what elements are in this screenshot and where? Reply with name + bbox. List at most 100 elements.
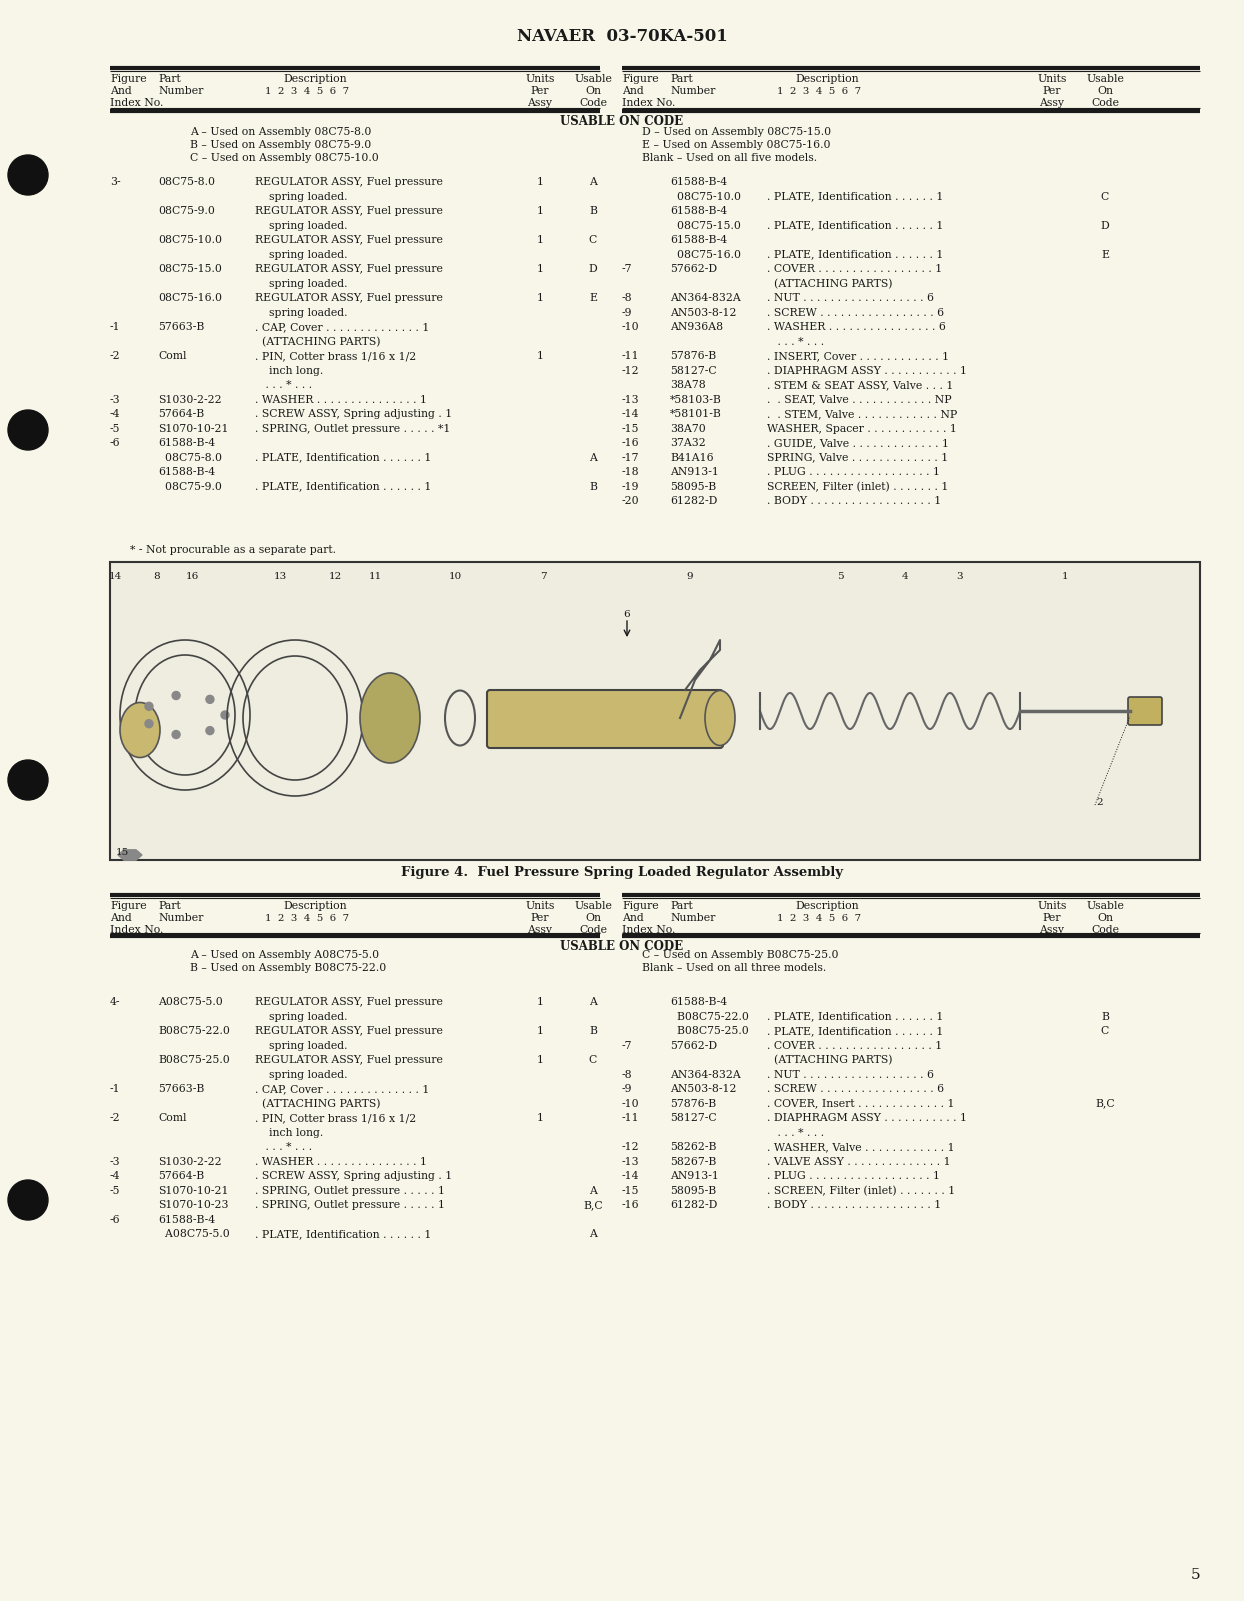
FancyBboxPatch shape: [486, 690, 723, 748]
Text: 1: 1: [536, 351, 544, 360]
Text: -10: -10: [622, 1098, 639, 1108]
Text: 6: 6: [623, 610, 631, 620]
Text: 08C75-15.0: 08C75-15.0: [158, 264, 221, 274]
Text: 61588-B-4: 61588-B-4: [671, 235, 728, 245]
Text: 08C75-8.0: 08C75-8.0: [158, 178, 215, 187]
Text: .  . SEAT, Valve . . . . . . . . . . . . NP: . . SEAT, Valve . . . . . . . . . . . . …: [768, 394, 952, 405]
Text: Figure 4.  Fuel Pressure Spring Loaded Regulator Assembly: Figure 4. Fuel Pressure Spring Loaded Re…: [401, 866, 843, 879]
Text: REGULATOR ASSY, Fuel pressure: REGULATOR ASSY, Fuel pressure: [255, 178, 443, 187]
Text: . SCREEN, Filter (inlet) . . . . . . . 1: . SCREEN, Filter (inlet) . . . . . . . 1: [768, 1185, 955, 1196]
Text: C: C: [1101, 1026, 1110, 1036]
Text: spring loaded.: spring loaded.: [255, 279, 347, 288]
Text: 1: 1: [536, 178, 544, 187]
Text: . PLATE, Identification . . . . . . 1: . PLATE, Identification . . . . . . 1: [768, 250, 943, 259]
Text: . COVER . . . . . . . . . . . . . . . . . 1: . COVER . . . . . . . . . . . . . . . . …: [768, 1041, 942, 1050]
Text: 57663-B: 57663-B: [158, 322, 204, 331]
Text: E – Used on Assembly 08C75-16.0: E – Used on Assembly 08C75-16.0: [642, 139, 831, 150]
Text: REGULATOR ASSY, Fuel pressure: REGULATOR ASSY, Fuel pressure: [255, 264, 443, 274]
Text: A – Used on Assembly A08C75-5.0: A – Used on Assembly A08C75-5.0: [190, 949, 379, 961]
Text: . WASHER . . . . . . . . . . . . . . . . 6: . WASHER . . . . . . . . . . . . . . . .…: [768, 322, 945, 331]
Text: -12: -12: [622, 365, 639, 376]
Text: 13: 13: [274, 572, 286, 581]
Text: . WASHER . . . . . . . . . . . . . . . 1: . WASHER . . . . . . . . . . . . . . . 1: [255, 1156, 427, 1167]
Bar: [109, 562, 1200, 860]
Text: . DIAPHRAGM ASSY . . . . . . . . . . . 1: . DIAPHRAGM ASSY . . . . . . . . . . . 1: [768, 365, 967, 376]
Text: B: B: [590, 482, 597, 492]
Text: 61588-B-4: 61588-B-4: [158, 1215, 215, 1225]
Text: 3-: 3-: [109, 178, 121, 187]
Text: A: A: [590, 997, 597, 1007]
Text: *58103-B: *58103-B: [671, 394, 722, 405]
Text: 7: 7: [540, 572, 546, 581]
Text: USABLE ON CODE: USABLE ON CODE: [561, 940, 683, 953]
Text: inch long.: inch long.: [255, 365, 323, 376]
Text: -14: -14: [622, 1170, 639, 1182]
Text: REGULATOR ASSY, Fuel pressure: REGULATOR ASSY, Fuel pressure: [255, 235, 443, 245]
Circle shape: [7, 760, 49, 800]
Text: (ATTACHING PARTS): (ATTACHING PARTS): [255, 1098, 381, 1109]
Text: Description: Description: [795, 74, 858, 83]
Text: . SCREW ASSY, Spring adjusting . 1: . SCREW ASSY, Spring adjusting . 1: [255, 408, 453, 419]
Text: SPRING, Valve . . . . . . . . . . . . . 1: SPRING, Valve . . . . . . . . . . . . . …: [768, 453, 948, 463]
Text: 1: 1: [536, 1113, 544, 1122]
Text: AN364-832A: AN364-832A: [671, 1069, 740, 1079]
Text: . SPRING, Outlet pressure . . . . . 1: . SPRING, Outlet pressure . . . . . 1: [255, 1201, 445, 1210]
Text: . CAP, Cover . . . . . . . . . . . . . . 1: . CAP, Cover . . . . . . . . . . . . . .…: [255, 1084, 429, 1093]
Text: . PLATE, Identification . . . . . . 1: . PLATE, Identification . . . . . . 1: [768, 192, 943, 202]
Text: Usable
On
Code: Usable On Code: [1086, 901, 1123, 935]
Text: -7: -7: [622, 1041, 632, 1050]
Circle shape: [7, 1180, 49, 1220]
Text: Coml: Coml: [158, 351, 187, 360]
Text: 61282-D: 61282-D: [671, 496, 718, 506]
Text: . PLATE, Identification . . . . . . 1: . PLATE, Identification . . . . . . 1: [255, 453, 432, 463]
Text: 38A70: 38A70: [671, 424, 705, 434]
Text: -16: -16: [622, 439, 639, 448]
Text: 5: 5: [837, 572, 843, 581]
Text: 58095-B: 58095-B: [671, 482, 717, 492]
Text: -10: -10: [622, 322, 639, 331]
Text: 15: 15: [116, 849, 128, 857]
Text: . PLATE, Identification . . . . . . 1: . PLATE, Identification . . . . . . 1: [768, 1012, 943, 1021]
Circle shape: [146, 703, 153, 711]
Text: -9: -9: [622, 1084, 632, 1093]
Text: -5: -5: [109, 1185, 121, 1196]
Text: REGULATOR ASSY, Fuel pressure: REGULATOR ASSY, Fuel pressure: [255, 207, 443, 216]
Text: 9: 9: [687, 572, 693, 581]
Text: B: B: [590, 1026, 597, 1036]
Text: -9: -9: [622, 307, 632, 317]
Text: -4: -4: [109, 1170, 121, 1182]
Text: B41A16: B41A16: [671, 453, 714, 463]
Text: S1070-10-21: S1070-10-21: [158, 424, 229, 434]
Text: B08C75-22.0: B08C75-22.0: [158, 1026, 230, 1036]
Text: . INSERT, Cover . . . . . . . . . . . . 1: . INSERT, Cover . . . . . . . . . . . . …: [768, 351, 949, 360]
Text: Figure
And
Index No.: Figure And Index No.: [622, 74, 675, 107]
Polygon shape: [118, 850, 142, 860]
Text: . COVER . . . . . . . . . . . . . . . . . 1: . COVER . . . . . . . . . . . . . . . . …: [768, 264, 942, 274]
Text: 57876-B: 57876-B: [671, 351, 717, 360]
Text: 08C75-16.0: 08C75-16.0: [158, 293, 221, 303]
Ellipse shape: [119, 703, 160, 757]
Text: 1: 1: [536, 264, 544, 274]
Text: C: C: [588, 1055, 597, 1065]
Text: C: C: [1101, 192, 1110, 202]
Text: B,C: B,C: [583, 1201, 603, 1210]
Text: -20: -20: [622, 496, 639, 506]
Text: Usable
On
Code: Usable On Code: [573, 901, 612, 935]
Text: WASHER, Spacer . . . . . . . . . . . . 1: WASHER, Spacer . . . . . . . . . . . . 1: [768, 424, 957, 434]
Text: D: D: [1101, 221, 1110, 231]
Text: Description: Description: [284, 901, 347, 911]
Text: 58127-C: 58127-C: [671, 1113, 717, 1122]
Text: Figure
And
Index No.: Figure And Index No.: [109, 901, 163, 935]
Text: . BODY . . . . . . . . . . . . . . . . . . 1: . BODY . . . . . . . . . . . . . . . . .…: [768, 1201, 942, 1210]
Text: Usable
On
Code: Usable On Code: [1086, 74, 1123, 107]
Text: Units
Per
Assy: Units Per Assy: [525, 901, 555, 935]
Text: spring loaded.: spring loaded.: [255, 221, 347, 231]
Text: . SPRING, Outlet pressure . . . . . 1: . SPRING, Outlet pressure . . . . . 1: [255, 1185, 445, 1196]
Text: . SPRING, Outlet pressure . . . . . *1: . SPRING, Outlet pressure . . . . . *1: [255, 424, 450, 434]
Text: Description: Description: [795, 901, 858, 911]
Text: 61588-B-4: 61588-B-4: [671, 997, 728, 1007]
Text: B08C75-22.0: B08C75-22.0: [671, 1012, 749, 1021]
Text: REGULATOR ASSY, Fuel pressure: REGULATOR ASSY, Fuel pressure: [255, 1026, 443, 1036]
Text: REGULATOR ASSY, Fuel pressure: REGULATOR ASSY, Fuel pressure: [255, 293, 443, 303]
Text: . GUIDE, Valve . . . . . . . . . . . . . 1: . GUIDE, Valve . . . . . . . . . . . . .…: [768, 439, 949, 448]
